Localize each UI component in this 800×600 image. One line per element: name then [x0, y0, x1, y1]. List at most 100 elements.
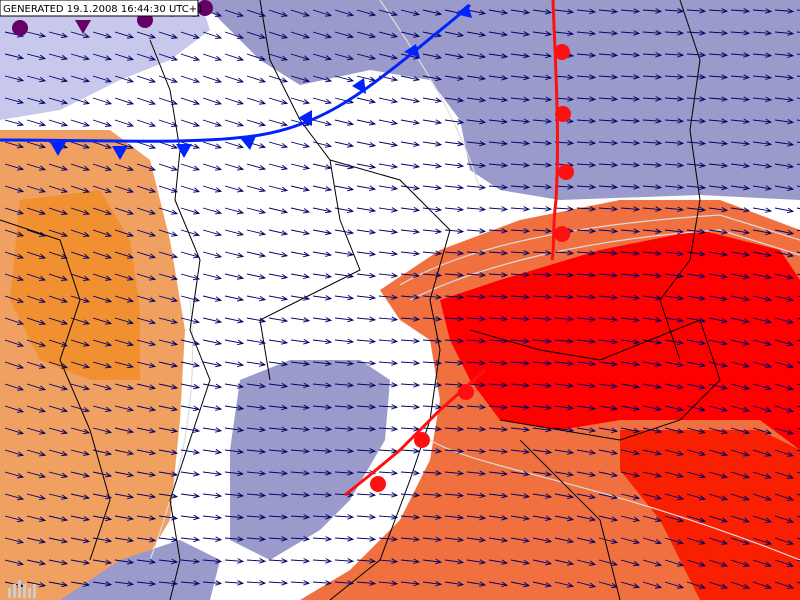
wind-arrow — [510, 272, 531, 278]
wind-arrow — [356, 97, 377, 104]
wind-arrow — [466, 9, 487, 16]
wind-arrow — [378, 294, 399, 300]
wind-arrow — [334, 75, 355, 83]
wind-arrow — [532, 581, 553, 588]
wind-arrow — [422, 141, 443, 147]
wind-arrow — [334, 492, 355, 498]
wind-arrow — [4, 339, 25, 347]
wind-arrow — [224, 163, 245, 171]
wind-arrow — [642, 515, 663, 523]
wind-arrow — [444, 31, 465, 38]
wind-arrow — [202, 207, 223, 215]
wind-arrow — [378, 492, 399, 498]
wind-arrow — [268, 119, 289, 127]
wind-arrow — [752, 140, 773, 147]
wind-arrow — [576, 118, 597, 124]
wind-arrow — [378, 185, 399, 191]
wind-arrow — [158, 119, 179, 127]
wind-arrow — [554, 360, 575, 367]
wind-arrow — [334, 251, 355, 257]
wind-arrow — [752, 251, 773, 258]
wind-arrow — [532, 250, 553, 256]
wind-arrow — [26, 537, 47, 544]
wind-arrow — [4, 383, 25, 391]
wind-arrow — [400, 31, 421, 38]
wind-arrow — [158, 251, 179, 259]
wind-arrow — [224, 185, 245, 193]
wind-arrow — [598, 471, 619, 478]
wind-arrow — [510, 162, 531, 168]
wind-arrow — [158, 317, 179, 325]
wind-arrow — [620, 449, 641, 456]
wind-arrow — [92, 75, 113, 83]
wind-arrow — [664, 228, 685, 235]
wind-arrow — [224, 383, 245, 389]
wind-arrow — [488, 559, 509, 565]
wind-arrow — [642, 317, 663, 323]
wind-arrow — [598, 272, 619, 278]
wind-arrow — [664, 273, 685, 279]
wind-arrow — [510, 382, 531, 388]
wind-arrow — [378, 97, 399, 104]
wind-arrow — [620, 8, 641, 14]
wind-arrow — [312, 558, 333, 564]
wind-arrow — [510, 448, 531, 455]
wind-arrow — [620, 559, 641, 567]
wind-arrow — [664, 206, 685, 213]
wind-arrow — [180, 558, 201, 564]
wind-arrow — [774, 141, 795, 147]
wind-arrow — [642, 140, 663, 146]
wind-arrow — [180, 361, 201, 368]
wind-arrow — [356, 119, 377, 126]
wind-arrow — [224, 339, 245, 346]
wind-arrow — [136, 75, 157, 83]
wind-arrow — [246, 251, 267, 258]
wind-arrow — [620, 228, 641, 234]
wind-arrow — [70, 229, 91, 237]
wind-arrow — [510, 96, 531, 103]
wind-arrow — [730, 140, 751, 147]
wind-arrow — [26, 53, 47, 60]
wind-arrow — [48, 163, 69, 171]
wind-arrow — [400, 97, 421, 104]
wind-arrow — [356, 163, 377, 170]
wind-arrow — [114, 273, 135, 281]
wind-arrow — [224, 273, 245, 280]
wind-arrow — [92, 185, 113, 193]
wind-arrow — [400, 448, 421, 454]
wind-arrow — [136, 405, 157, 412]
wind-arrow — [620, 74, 641, 80]
wind-arrow — [26, 185, 47, 193]
wind-arrow — [730, 207, 751, 213]
wind-arrow — [26, 97, 47, 105]
wind-arrow — [774, 405, 795, 413]
wind-arrow — [114, 361, 135, 369]
cold-region — [60, 540, 220, 600]
wind-arrow — [422, 580, 443, 587]
wind-arrow — [92, 229, 113, 237]
wind-arrow — [620, 383, 641, 389]
wind-arrow — [774, 273, 795, 280]
wind-arrow — [708, 74, 729, 80]
wind-arrow — [444, 140, 465, 147]
wind-arrow — [510, 360, 531, 366]
wind-arrow — [180, 295, 201, 302]
wind-arrow — [312, 514, 333, 520]
wind-arrow — [92, 383, 113, 391]
wind-arrow — [158, 405, 179, 412]
wind-arrow — [686, 74, 707, 80]
wind-arrow — [598, 228, 619, 234]
wind-arrow — [92, 581, 113, 587]
wind-arrow — [752, 317, 773, 324]
wind-arrow — [4, 119, 25, 127]
wind-arrow — [4, 471, 25, 479]
wind-arrow — [48, 229, 69, 237]
wind-arrow — [224, 141, 245, 149]
wind-arrow — [268, 207, 289, 214]
wind-arrow — [312, 53, 333, 61]
wind-arrow — [290, 558, 311, 564]
wind-arrow — [26, 471, 47, 479]
wind-arrow — [532, 140, 553, 146]
wind-arrow — [334, 470, 355, 476]
wind-arrow — [224, 492, 245, 499]
